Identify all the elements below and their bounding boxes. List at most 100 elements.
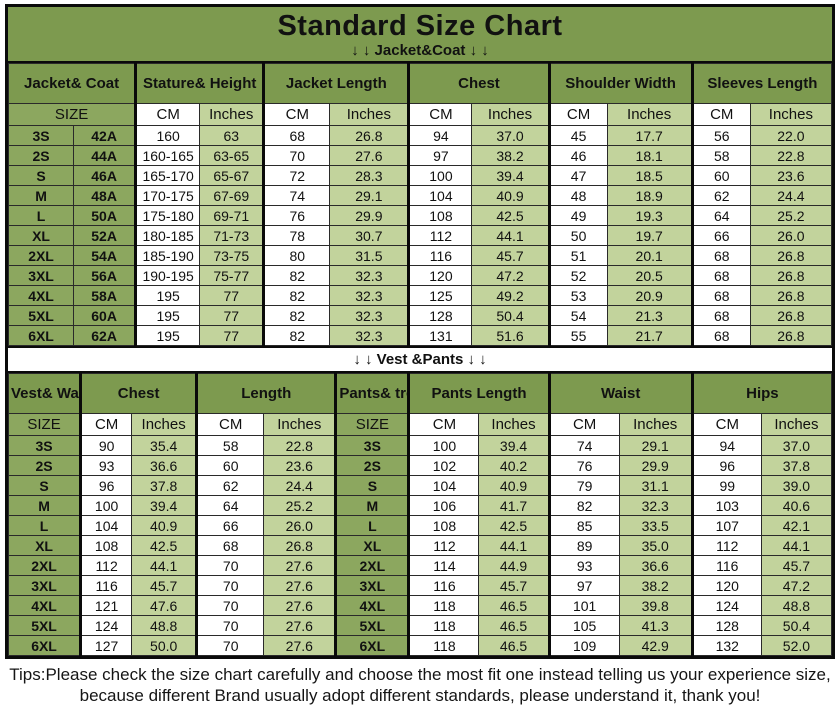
size-cell: 5XL bbox=[7, 615, 82, 636]
jacket-coat-table: Jacket& Coat Stature& Height Jacket Length… bbox=[7, 63, 833, 346]
value-cell: 27.6 bbox=[263, 555, 337, 576]
value-cell: 18.5 bbox=[606, 165, 693, 186]
value-cell: 90 bbox=[79, 435, 133, 456]
size-cell: S bbox=[7, 165, 75, 186]
value-cell: 54 bbox=[547, 305, 608, 326]
value-cell: 85 bbox=[547, 515, 620, 536]
size-cell: 56A bbox=[73, 265, 137, 286]
value-cell: 52 bbox=[547, 265, 608, 286]
value-cell: 93 bbox=[79, 455, 133, 476]
value-cell: 94 bbox=[690, 435, 762, 456]
value-cell: 39.8 bbox=[618, 595, 693, 616]
value-cell: 118 bbox=[407, 635, 480, 656]
value-cell: 82 bbox=[262, 265, 331, 286]
value-cell: 51.6 bbox=[471, 325, 550, 346]
value-cell: 40.9 bbox=[131, 515, 198, 536]
value-cell: 58 bbox=[195, 435, 265, 456]
value-cell: 64 bbox=[690, 205, 751, 226]
table-row: 4XL 121 47.6 70 27.6 4XL 118 46.5 101 39.8 124 48.8 bbox=[7, 595, 833, 616]
value-cell: 60 bbox=[195, 455, 265, 476]
table-row: 2S 93 36.6 60 23.6 2S 102 40.2 76 29.9 96 37.8 bbox=[7, 455, 833, 476]
value-cell: 32.3 bbox=[329, 325, 410, 346]
subheader-cell: CM bbox=[407, 103, 473, 126]
value-cell: 175-180 bbox=[134, 205, 201, 226]
size-cell: 3S bbox=[7, 125, 75, 146]
value-cell: 108 bbox=[407, 205, 473, 226]
value-cell: 70 bbox=[195, 575, 265, 596]
column-group-header: Vest& Waistcoat bbox=[7, 373, 82, 414]
value-cell: 26.8 bbox=[749, 265, 833, 286]
value-cell: 30.7 bbox=[329, 225, 410, 246]
value-cell: 24.4 bbox=[263, 475, 337, 496]
subheader-cell: SIZE bbox=[7, 103, 137, 126]
value-cell: 96 bbox=[79, 475, 133, 496]
value-cell: 51 bbox=[547, 245, 608, 266]
value-cell: 41.3 bbox=[618, 615, 693, 636]
value-cell: 116 bbox=[690, 555, 762, 576]
value-cell: 116 bbox=[79, 575, 133, 596]
value-cell: 82 bbox=[547, 495, 620, 516]
value-cell: 69-71 bbox=[199, 205, 265, 226]
value-cell: 100 bbox=[407, 435, 480, 456]
value-cell: 120 bbox=[407, 265, 473, 286]
size-cell: M bbox=[7, 495, 82, 516]
subheader-cell: SIZE bbox=[334, 413, 410, 436]
value-cell: 45.7 bbox=[471, 245, 550, 266]
value-cell: 105 bbox=[547, 615, 620, 636]
value-cell: 35.4 bbox=[131, 435, 198, 456]
value-cell: 68 bbox=[690, 285, 751, 306]
column-group-header: Waist bbox=[547, 373, 693, 414]
value-cell: 40.6 bbox=[760, 495, 833, 516]
size-cell: 50A bbox=[73, 205, 137, 226]
value-cell: 19.3 bbox=[606, 205, 693, 226]
value-cell: 160-165 bbox=[134, 145, 201, 166]
value-cell: 48.8 bbox=[760, 595, 833, 616]
value-cell: 116 bbox=[407, 575, 480, 596]
value-cell: 22.8 bbox=[749, 145, 833, 166]
value-cell: 97 bbox=[547, 575, 620, 596]
value-cell: 118 bbox=[407, 595, 480, 616]
value-cell: 58 bbox=[690, 145, 751, 166]
value-cell: 26.8 bbox=[749, 245, 833, 266]
value-cell: 67-69 bbox=[199, 185, 265, 206]
value-cell: 68 bbox=[690, 305, 751, 326]
value-cell: 66 bbox=[690, 225, 751, 246]
value-cell: 114 bbox=[407, 555, 480, 576]
value-cell: 65-67 bbox=[199, 165, 265, 186]
size-cell: 60A bbox=[73, 305, 137, 326]
column-group-header: Chest bbox=[407, 63, 550, 104]
column-group-header: Pants& trousers bbox=[334, 373, 410, 414]
table-row: S 96 37.8 62 24.4 S 104 40.9 79 31.1 99 39.0 bbox=[7, 475, 833, 496]
size-cell: S bbox=[334, 475, 410, 496]
table-row: S 46A 165-170 65-67 72 28.3 100 39.4 47 18.5 60 23.… bbox=[7, 165, 833, 186]
value-cell: 77 bbox=[199, 285, 265, 306]
size-cell: 2XL bbox=[334, 555, 410, 576]
value-cell: 37.0 bbox=[471, 125, 550, 146]
value-cell: 72 bbox=[262, 165, 331, 186]
value-cell: 40.9 bbox=[471, 185, 550, 206]
subheader-cell: CM bbox=[690, 103, 751, 126]
value-cell: 60 bbox=[690, 165, 751, 186]
vest-pants-band-label: ↓ ↓ Vest &Pants ↓ ↓ bbox=[8, 346, 832, 373]
value-cell: 39.4 bbox=[478, 435, 550, 456]
value-cell: 53 bbox=[547, 285, 608, 306]
column-group-header: Jacket& Coat bbox=[7, 63, 137, 104]
subheader-cell: Inches bbox=[760, 413, 833, 436]
value-cell: 37.8 bbox=[760, 455, 833, 476]
value-cell: 124 bbox=[79, 615, 133, 636]
value-cell: 32.3 bbox=[329, 265, 410, 286]
value-cell: 66 bbox=[195, 515, 265, 536]
value-cell: 39.0 bbox=[760, 475, 833, 496]
value-cell: 24.4 bbox=[749, 185, 833, 206]
value-cell: 44.9 bbox=[478, 555, 550, 576]
value-cell: 35.0 bbox=[618, 535, 693, 556]
value-cell: 50 bbox=[547, 225, 608, 246]
value-cell: 44.1 bbox=[131, 555, 198, 576]
value-cell: 76 bbox=[262, 205, 331, 226]
value-cell: 49.2 bbox=[471, 285, 550, 306]
subheader-cell: CM bbox=[547, 413, 620, 436]
value-cell: 31.5 bbox=[329, 245, 410, 266]
size-cell: 62A bbox=[73, 325, 137, 346]
table-row: 2XL 112 44.1 70 27.6 2XL 114 44.9 93 36.6 116 45.7 bbox=[7, 555, 833, 576]
value-cell: 73-75 bbox=[199, 245, 265, 266]
